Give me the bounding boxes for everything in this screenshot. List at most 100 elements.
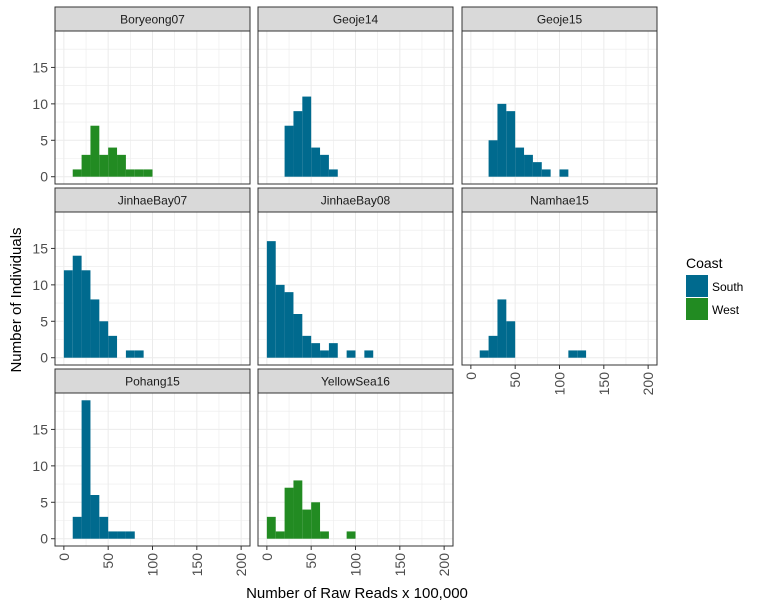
y-tick-label: 5 [40, 313, 48, 329]
histogram-bar [515, 147, 525, 177]
histogram-bar [364, 350, 374, 358]
y-tick-label: 5 [40, 132, 48, 148]
histogram-bar [72, 169, 82, 177]
histogram-bar [275, 284, 285, 358]
facet-strip [54, 368, 251, 394]
histogram-bar [328, 343, 338, 358]
histogram-bar [90, 299, 100, 358]
histogram-bar [125, 531, 135, 539]
histogram-bar [81, 154, 91, 177]
histogram-bar [99, 516, 109, 539]
histogram-bar [302, 509, 312, 539]
facet-strip [54, 6, 251, 32]
legend-key-west [686, 298, 708, 320]
histogram-bar [125, 350, 135, 358]
y-tick-label: 0 [40, 169, 48, 185]
x-tick-label: 200 [233, 553, 249, 577]
x-tick-label: 0 [259, 553, 275, 561]
histogram-bar [275, 531, 285, 539]
x-tick-label: 50 [100, 553, 116, 569]
histogram-bar [284, 487, 294, 539]
x-tick-label: 0 [463, 372, 479, 380]
histogram-bar [532, 162, 542, 177]
x-tick-label: 50 [507, 372, 523, 388]
facet-strip-label: JinhaeBay08 [321, 194, 391, 208]
x-tick-label: 150 [189, 553, 205, 577]
histogram-bar [568, 350, 578, 358]
histogram-bar [328, 169, 338, 177]
legend-title: Coast [686, 255, 723, 271]
facet-panel-geoje14: Geoje14 [257, 6, 454, 185]
facet-panel-geoje15: Geoje15 [461, 6, 658, 185]
histogram-bar [134, 169, 144, 177]
histogram-bar [524, 154, 533, 177]
facet-panel-namhae15: Namhae15 0 50 100 150 200 [461, 187, 658, 396]
histogram-bar [90, 125, 100, 177]
histogram-bar [99, 321, 109, 358]
facet-strip-label: Geoje15 [537, 13, 583, 27]
y-tick-label: 10 [32, 277, 48, 293]
histogram-bar [311, 147, 321, 177]
histogram-bar [302, 96, 312, 177]
facet-strip-label: YellowSea16 [321, 375, 390, 389]
y-tick-label: 15 [32, 240, 48, 256]
y-tick-label: 5 [40, 494, 48, 510]
legend-key-south [686, 275, 708, 297]
histogram-bar [488, 335, 498, 358]
histogram-bar [497, 299, 507, 358]
histogram-bar [134, 350, 144, 358]
histogram-bar [506, 321, 516, 358]
y-tick-label: 15 [32, 59, 48, 75]
x-axis-title: Number of Raw Reads x 100,000 [246, 585, 468, 602]
histogram-bar [284, 125, 294, 177]
histogram-bar [320, 350, 329, 358]
facet-strip-label: Boryeong07 [120, 13, 185, 27]
histogram-bar [72, 255, 82, 358]
panel-border [461, 30, 658, 185]
facet-panels: Boryeong07 0 5 10 15 Geoje14 Geoje15 JinhaeBay0… [32, 6, 658, 577]
y-tick-label: 0 [40, 531, 48, 547]
y-tick-label: 10 [32, 458, 48, 474]
histogram-bar [541, 169, 551, 177]
panel-border [257, 211, 454, 366]
histogram-bar [63, 270, 73, 358]
x-tick-label: 100 [145, 553, 161, 577]
histogram-bar [266, 241, 276, 358]
facet-strip-label: Pohang15 [125, 375, 180, 389]
histogram-bar [346, 350, 356, 358]
x-tick-label: 150 [392, 553, 408, 577]
histogram-bar [311, 343, 321, 358]
histogram-bar [488, 140, 498, 177]
x-tick-label: 200 [640, 372, 656, 396]
histogram-bar [284, 292, 294, 358]
facet-panel-yellowsea16: YellowSea16 0 50 100 150 200 [257, 368, 454, 577]
histogram-bar [108, 531, 118, 539]
histogram-bar [320, 531, 329, 539]
histogram-bar [577, 350, 587, 358]
legend: Coast South West [686, 255, 743, 320]
histogram-bar [293, 314, 303, 358]
y-tick-label: 15 [32, 421, 48, 437]
histogram-bar [346, 531, 356, 539]
histogram-bar [72, 516, 82, 539]
facet-panel-jinhaebay07: JinhaeBay07 0 5 10 15 [32, 187, 251, 366]
histogram-bar [90, 495, 100, 539]
y-tick-label: 0 [40, 350, 48, 366]
facet-strip [257, 6, 454, 32]
y-tick-label: 10 [32, 96, 48, 112]
histogram-bar [506, 111, 516, 177]
x-tick-label: 0 [56, 553, 72, 561]
legend-label-south: South [712, 280, 743, 294]
histogram-bar [479, 350, 489, 358]
histogram-bar [320, 154, 329, 177]
histogram-bar [293, 480, 303, 539]
facet-strip [257, 368, 454, 394]
facet-panel-boryeong07: Boryeong07 0 5 10 15 [32, 6, 251, 185]
y-axis-title: Number of Individuals [8, 227, 25, 372]
histogram-bar [108, 335, 118, 358]
histogram-bar [117, 531, 126, 539]
histogram-bar [108, 147, 118, 177]
histogram-bar [266, 516, 276, 539]
